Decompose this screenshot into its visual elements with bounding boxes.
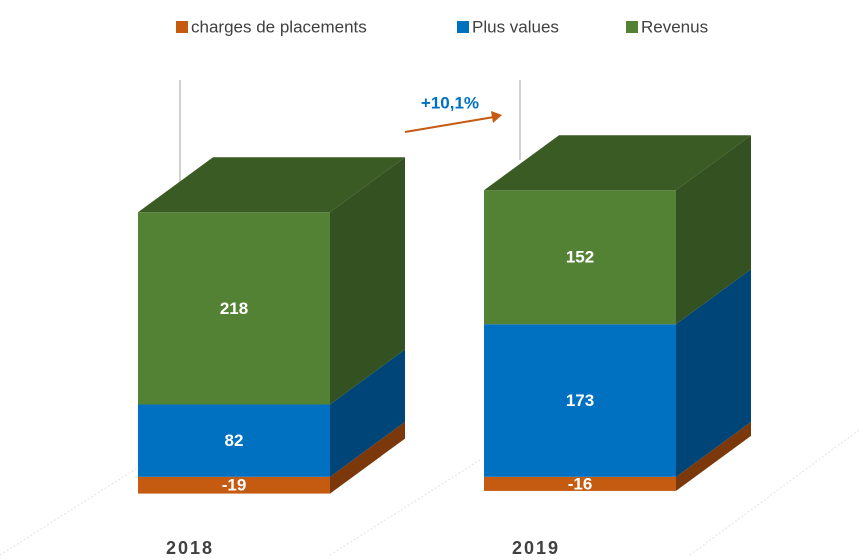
bar-side bbox=[330, 349, 405, 477]
bar bbox=[138, 476, 330, 494]
legend-label: Revenus bbox=[641, 17, 708, 36]
data-label: 82 bbox=[225, 431, 244, 450]
floor-lines bbox=[0, 429, 859, 556]
x-tick-label: 2018 bbox=[166, 538, 214, 558]
legend-swatch bbox=[626, 21, 638, 33]
legend-swatch bbox=[176, 21, 188, 33]
legend-label: Plus values bbox=[472, 17, 559, 36]
bar-side bbox=[676, 421, 751, 491]
bar-side bbox=[676, 269, 751, 477]
bar-side bbox=[330, 157, 405, 405]
data-label: 218 bbox=[220, 299, 248, 318]
data-label: -16 bbox=[568, 474, 593, 493]
data-label: -19 bbox=[222, 476, 247, 495]
annotation-arrowhead bbox=[491, 111, 502, 123]
annotation-arrow bbox=[404, 116, 495, 133]
data-label: 173 bbox=[566, 391, 594, 410]
legend-label: charges de placements bbox=[191, 17, 367, 36]
x-tick-label: 2019 bbox=[512, 538, 560, 558]
bar bbox=[138, 404, 330, 477]
bar bbox=[484, 190, 676, 325]
bar-side bbox=[676, 135, 751, 325]
legend-swatch bbox=[457, 21, 469, 33]
bar bbox=[138, 212, 330, 405]
bar-side bbox=[330, 421, 405, 494]
data-label: 152 bbox=[566, 248, 594, 267]
annotation: +10,1% bbox=[421, 93, 479, 112]
bar bbox=[484, 476, 676, 491]
bar-top bbox=[138, 157, 405, 213]
bar bbox=[484, 324, 676, 477]
bar-top bbox=[484, 135, 751, 191]
